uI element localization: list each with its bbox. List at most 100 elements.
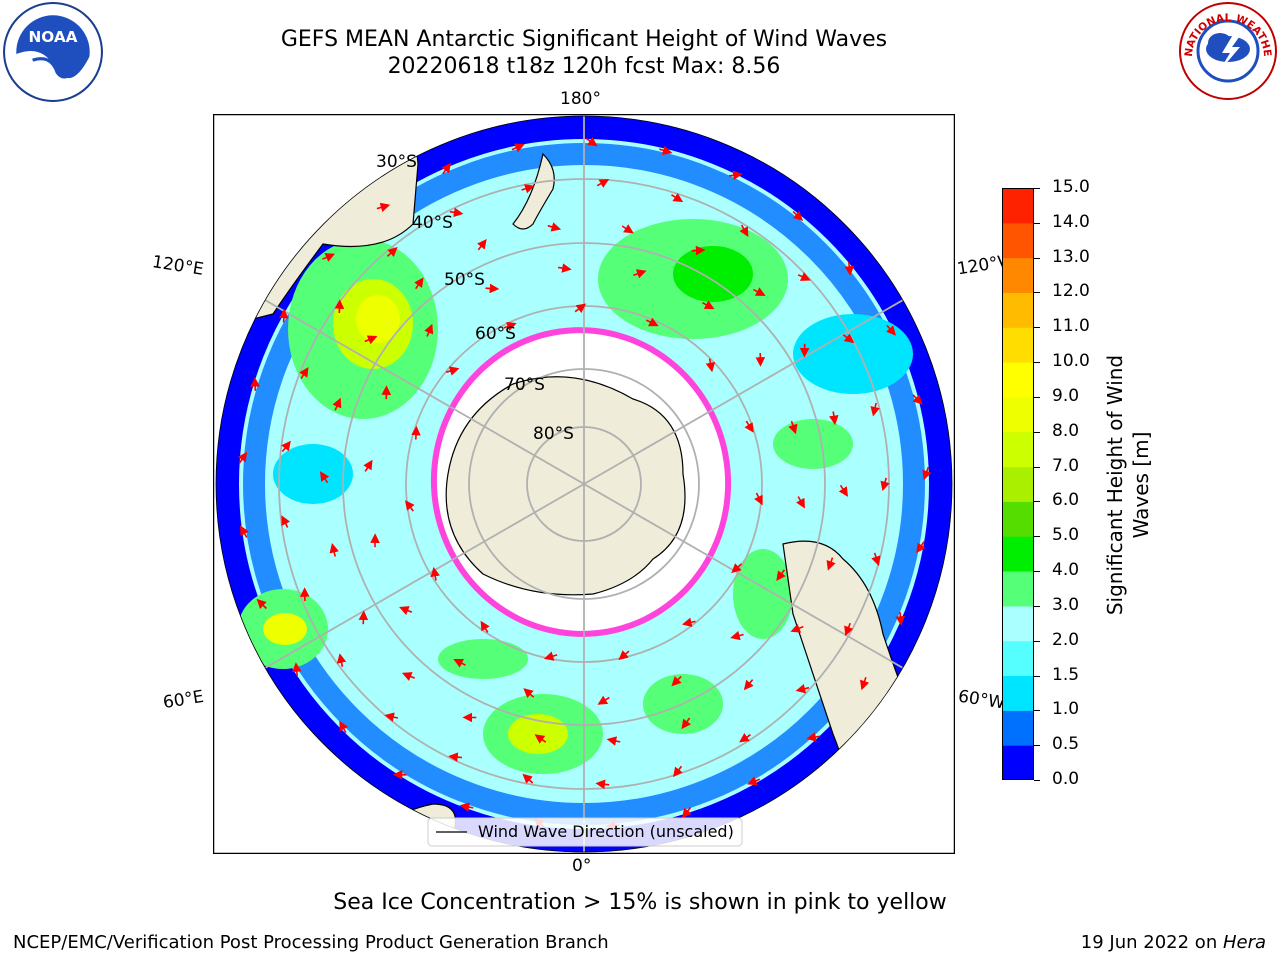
wave-direction-arrow (281, 515, 291, 528)
wave-direction-arrow (414, 277, 424, 290)
colorbar-segment (1002, 640, 1034, 677)
colorbar-tick-label: 11.0 (1052, 316, 1090, 337)
wave-direction-arrow (485, 283, 500, 294)
wave-direction-arrow (597, 695, 610, 705)
wave-direction-arrow (424, 323, 434, 337)
run-date: 19 Jun 2022 on Hera (1081, 932, 1266, 953)
wave-direction-arrow (739, 733, 751, 743)
colorbar-tick-label: 5.0 (1052, 525, 1080, 546)
wave-direction-arrow (829, 411, 839, 426)
colorbar-tick-mark (1034, 466, 1040, 468)
wave-direction-arrow (332, 397, 342, 411)
lon-label-0: 0° (572, 856, 592, 876)
wave-direction-arrow (844, 622, 854, 637)
colorbar-tick-mark (1034, 605, 1040, 607)
wave-direction-arrow (441, 162, 451, 175)
lon-label-60e: 60°E (161, 686, 206, 714)
wave-direction-arrow (797, 272, 811, 281)
lat-label-40s: 40°S (412, 213, 453, 233)
wave-direction-arrow (453, 659, 466, 668)
wave-direction-arrow (329, 543, 339, 557)
colorbar-tick-label: 12.0 (1052, 281, 1090, 302)
wave-direction-arrow (477, 239, 487, 251)
colorbar (1002, 188, 1034, 780)
colorbar-tick-label: 7.0 (1052, 455, 1080, 476)
colorbar-tick-label: 3.0 (1052, 594, 1080, 615)
colorbar-tick-mark (1034, 362, 1040, 364)
wave-direction-arrow (430, 566, 440, 581)
wave-direction-arrow (788, 420, 798, 435)
wave-direction-arrow (844, 262, 855, 276)
antarctica-land (445, 376, 686, 596)
wave-direction-arrow (511, 143, 525, 153)
chart-title: GEFS MEAN Antarctic Significant Height o… (280, 27, 888, 52)
colorbar-segment (1002, 745, 1034, 780)
wave-direction-arrow (521, 184, 535, 194)
colorbar-tick-label: 8.0 (1052, 420, 1080, 441)
colorbar-segment (1002, 222, 1034, 259)
wave-direction-arrow (682, 806, 692, 819)
colorbar-tick-mark (1034, 640, 1040, 642)
wave-direction-arrow (730, 630, 744, 641)
wave-direction-arrow (744, 420, 754, 433)
wave-direction-arrow (401, 672, 416, 681)
wave-direction-arrow (743, 679, 754, 691)
wave-direction-arrow (299, 367, 309, 380)
wave-direction-arrow (237, 451, 248, 464)
wave-direction-arrow (522, 773, 534, 784)
colorbar-tick-label: 13.0 (1052, 246, 1090, 267)
wave-direction-arrow (681, 717, 692, 730)
wave-direction-arrow (596, 178, 610, 188)
colorbar-segment (1002, 431, 1034, 468)
colorbar-tick-mark (1034, 188, 1040, 189)
wave-direction-arrow (790, 623, 804, 633)
wave-direction-arrow (557, 263, 572, 273)
colorbar-tick-label: 2.0 (1052, 629, 1080, 650)
lat-label-50s: 50°S (444, 270, 485, 290)
wave-direction-arrow (376, 202, 391, 213)
wave-direction-arrow (384, 712, 399, 722)
wave-direction-arrow (838, 484, 849, 497)
colorbar-segment (1002, 536, 1034, 572)
legend-label: Wind Wave Direction (unscaled) (478, 822, 734, 841)
colorbar-tick-label: 1.0 (1052, 699, 1080, 720)
wave-direction-arrow (796, 496, 805, 509)
polar-map: Wind Wave Direction (unscaled) (213, 114, 955, 854)
colorbar-segment (1002, 501, 1034, 537)
lat-label-80s: 80°S (533, 424, 574, 444)
colorbar-tick-label: 14.0 (1052, 211, 1090, 232)
wave-direction-arrow (240, 525, 249, 538)
wave-direction-arrow (645, 317, 659, 327)
colorbar-tick-mark (1034, 675, 1040, 677)
colorbar-segment (1002, 710, 1034, 746)
colorbar-segment (1002, 571, 1034, 607)
wave-direction-arrow (776, 569, 786, 581)
wave-direction-arrow (753, 287, 766, 296)
wave-direction-arrow (449, 207, 464, 218)
wave-direction-arrow (322, 253, 336, 262)
wave-direction-arrow (806, 732, 821, 742)
colorbar-segment (1002, 605, 1034, 642)
wind-wave-arrows (237, 136, 932, 831)
colorbar-tick-mark (1034, 710, 1040, 712)
wave-direction-arrow (534, 734, 547, 744)
wave-direction-arrow (547, 222, 562, 232)
host-name: Hera (1222, 932, 1266, 953)
colorbar-label: Significant Height of Wind Waves [m] (1103, 354, 1153, 616)
lat-label-30s: 30°S (376, 152, 417, 172)
wave-direction-arrow (503, 321, 517, 331)
lat-label-70s: 70°S (504, 375, 545, 395)
colorbar-tick-mark (1034, 396, 1040, 398)
wave-direction-arrow (880, 477, 890, 492)
wave-direction-arrow (886, 324, 896, 336)
credit-text: NCEP/EMC/Verification Post Processing Pr… (13, 932, 609, 953)
lon-label-120e: 120°E (150, 252, 205, 280)
lat-label-60s: 60°S (475, 324, 516, 344)
wave-direction-arrow (621, 224, 634, 234)
wave-direction-arrow (673, 765, 683, 778)
colorbar-segment (1002, 675, 1034, 711)
wave-direction-arrow (691, 245, 706, 256)
wave-direction-arrow (728, 170, 743, 181)
colorbar-tick-label: 6.0 (1052, 490, 1080, 511)
wave-direction-arrow (702, 300, 715, 310)
